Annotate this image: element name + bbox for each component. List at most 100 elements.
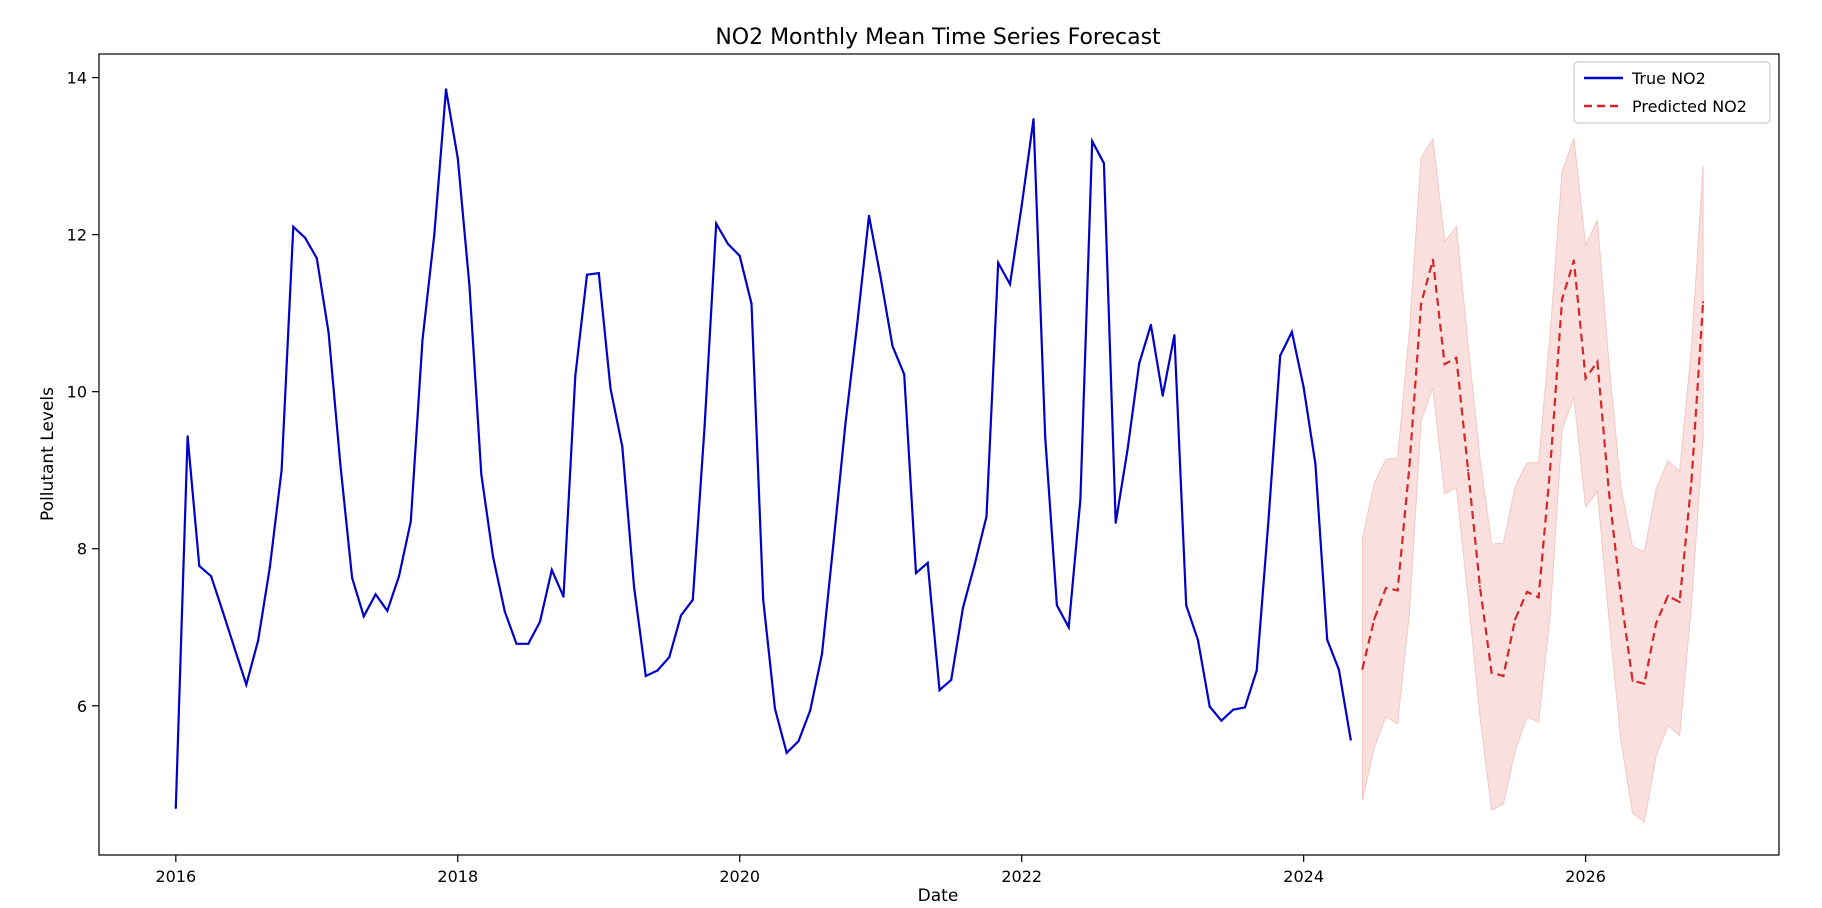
data-point-true (691, 598, 694, 601)
x-tick-label: 2018 (437, 867, 478, 886)
data-point-predicted (1537, 596, 1540, 599)
data-point-true (644, 674, 647, 678)
data-point-predicted (1561, 297, 1564, 301)
data-point-predicted (1678, 601, 1681, 604)
data-point-true (1161, 394, 1164, 397)
data-point-true (1126, 449, 1129, 452)
data-point-predicted (1631, 679, 1634, 682)
data-point-true (1302, 386, 1305, 389)
data-point-predicted (1619, 595, 1622, 598)
data-point-true (1173, 334, 1176, 337)
data-point-true (527, 642, 530, 645)
data-point-true (1020, 204, 1023, 207)
data-point-true (961, 606, 965, 609)
data-point-true (1079, 498, 1082, 501)
data-point-true (1114, 521, 1117, 524)
data-point-true (1326, 638, 1329, 641)
data-point-predicted (1384, 586, 1387, 590)
y-tick-label: 8 (77, 540, 87, 559)
plot-area (174, 88, 1705, 823)
legend: True NO2 Predicted NO2 (1573, 61, 1771, 124)
data-point-true (444, 88, 448, 91)
data-point-true (1255, 669, 1258, 672)
data-point-true (1138, 362, 1141, 365)
data-point-predicted (1420, 302, 1423, 305)
data-point-true (351, 576, 354, 579)
data-point-true (797, 740, 800, 743)
data-point-true (950, 678, 953, 682)
y-tick-label: 10 (67, 383, 87, 402)
data-point-true (621, 445, 624, 448)
legend-label-true: True NO2 (1631, 69, 1706, 88)
data-point-true (1055, 604, 1058, 607)
data-point-true (973, 563, 976, 566)
data-point-true (903, 373, 906, 376)
data-point-predicted (1502, 674, 1505, 678)
data-point-true (844, 422, 847, 425)
data-point-true (585, 273, 589, 276)
confidence-band (1361, 137, 1704, 823)
data-point-true (198, 564, 201, 568)
data-point-true (750, 302, 753, 305)
data-point-true (562, 595, 565, 598)
data-point-true (491, 555, 495, 558)
y-tick-label: 6 (77, 697, 87, 716)
series-line-true (174, 89, 1352, 808)
data-point-predicted (1549, 464, 1552, 467)
data-point-predicted (1431, 258, 1434, 261)
data-point-true (268, 566, 271, 569)
data-point-true (1102, 162, 1105, 165)
data-point-true (515, 642, 518, 645)
data-point-true (210, 575, 213, 578)
data-point-true (315, 257, 318, 260)
x-tick-label: 2024 (1283, 867, 1324, 886)
data-point-true (327, 331, 330, 334)
data-point-true (1337, 668, 1340, 671)
data-point-predicted (1643, 682, 1646, 685)
data-point-true (362, 615, 365, 618)
data-point-true (174, 806, 177, 810)
data-point-predicted (1467, 469, 1470, 472)
data-point-predicted (1408, 465, 1411, 468)
data-point-true (997, 261, 1000, 264)
y-axis: 6 8 10 12 14 (67, 69, 99, 716)
y-axis-label: Pollutant Levels (38, 387, 58, 521)
data-point-predicted (1690, 480, 1693, 484)
data-point-true (386, 609, 389, 612)
data-point-true (926, 561, 929, 565)
data-point-true (1279, 354, 1282, 357)
data-point-true (1290, 330, 1293, 334)
data-point-true (856, 323, 859, 326)
data-point-true (245, 683, 248, 686)
data-point-true (597, 272, 600, 275)
x-tick-label: 2016 (155, 867, 196, 886)
data-point-predicted (1478, 585, 1481, 588)
data-point-true (879, 276, 882, 279)
data-point-true (574, 374, 577, 378)
data-point-true (891, 345, 894, 348)
data-point-true (304, 236, 307, 239)
data-point-true (1032, 118, 1035, 121)
data-point-true (374, 593, 377, 596)
data-point-true (1243, 706, 1246, 709)
data-point-true (726, 242, 730, 246)
data-point-true (1196, 638, 1199, 641)
data-point-true (1232, 708, 1235, 711)
data-point-true (762, 598, 765, 601)
data-point-predicted (1373, 618, 1376, 621)
series-line-predicted (1361, 259, 1705, 686)
data-point-predicted (1490, 671, 1493, 674)
data-point-true (985, 515, 988, 518)
data-point-true (656, 669, 659, 672)
data-point-true (715, 222, 718, 225)
data-point-true (773, 707, 777, 711)
x-tick-label: 2020 (719, 867, 760, 886)
data-point-true (480, 473, 483, 476)
data-point-true (609, 387, 612, 390)
data-point-predicted (1608, 492, 1611, 495)
data-point-predicted (1572, 259, 1575, 262)
data-point-true (938, 689, 941, 692)
data-point-true (397, 575, 401, 578)
chart-title: NO2 Monthly Mean Time Series Forecast (715, 25, 1161, 50)
